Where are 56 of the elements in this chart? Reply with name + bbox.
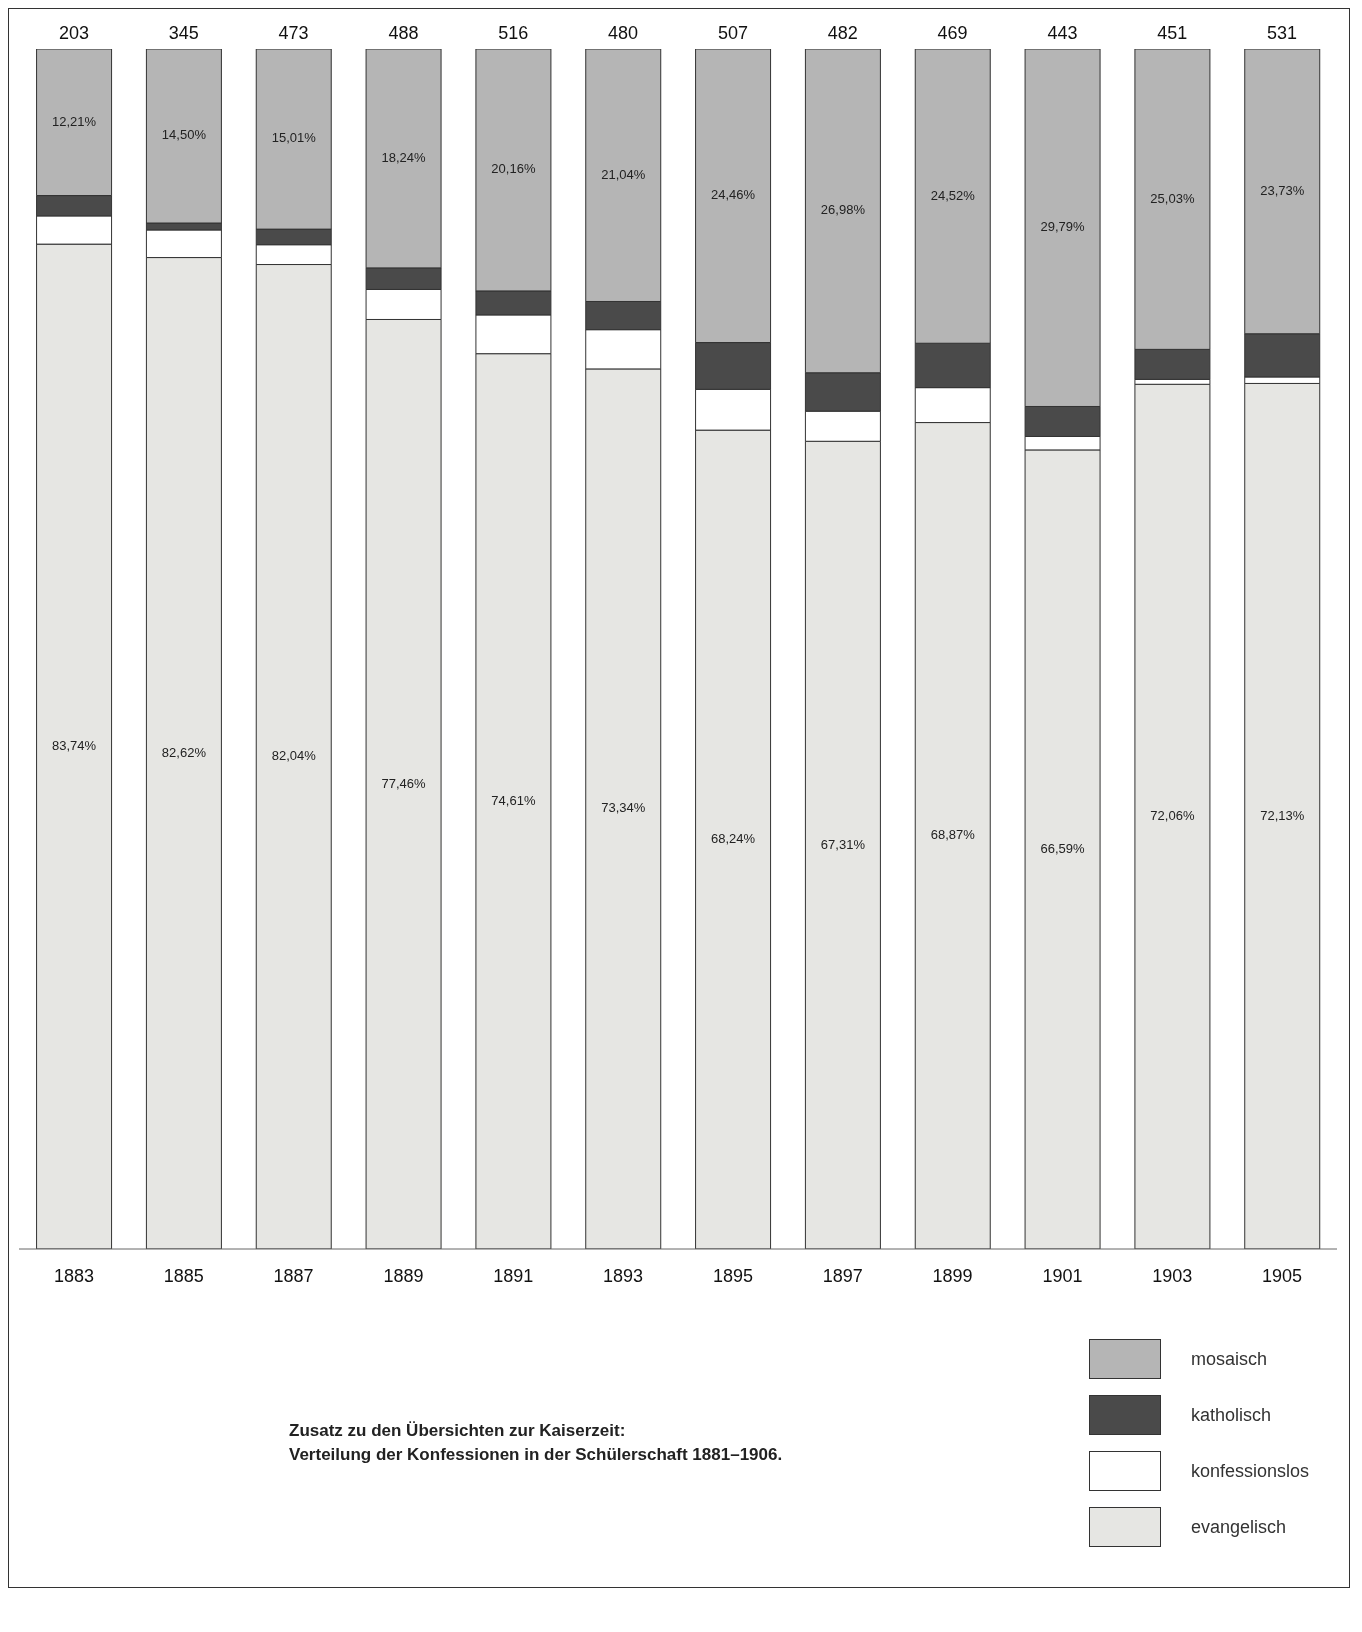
legend-label: mosaisch: [1190, 1348, 1267, 1370]
annotation: 473: [278, 23, 309, 43]
x-tick-label: 1903: [1152, 1265, 1193, 1286]
data-label: 14,50%: [161, 127, 207, 143]
data-label: 72,06%: [1150, 808, 1195, 824]
x-tick-label: 1885: [163, 1265, 204, 1286]
data-label: 82,04%: [271, 748, 317, 764]
bar: [1134, 383, 1211, 1249]
data-label: 21,04%: [601, 166, 646, 182]
data-label: 82,62%: [161, 744, 207, 760]
x-tick-label: 1901: [1042, 1265, 1083, 1286]
data-label: 72,13%: [1260, 807, 1305, 823]
data-label: 73,34%: [601, 800, 646, 816]
legend-label: konfessionslos: [1190, 1460, 1309, 1482]
data-label: 67,31%: [820, 836, 866, 852]
annotation: 451: [1157, 23, 1188, 43]
legend-label: evangelisch: [1190, 1516, 1286, 1538]
annotation: 507: [717, 23, 748, 43]
data-label: 83,74%: [52, 738, 97, 753]
x-tick-label: 1899: [932, 1265, 973, 1286]
x-tick-label: 1897: [822, 1265, 863, 1286]
data-label: 25,03%: [1150, 190, 1195, 206]
legend-label: katholisch: [1190, 1404, 1271, 1426]
data-label: 23,73%: [1260, 182, 1305, 198]
data-label: 24,52%: [930, 187, 976, 203]
data-label: 74,61%: [491, 792, 536, 808]
annotation: 345: [168, 23, 199, 43]
data-label: 18,24%: [381, 149, 427, 165]
data-label: 77,46%: [381, 775, 427, 791]
text: Verteilung der Konfessionen in der Schülerschaft 1881–1906.: [289, 1444, 783, 1466]
data-label: 24,46%: [711, 187, 756, 203]
data-label: 68,24%: [711, 831, 756, 846]
x-tick-label: 1883: [53, 1265, 94, 1286]
annotation: 480: [608, 23, 639, 43]
annotation: 516: [498, 23, 529, 43]
x-tick-label: 1889: [383, 1265, 424, 1286]
data-label: 26,98%: [820, 202, 866, 218]
data-label: 15,01%: [271, 130, 317, 146]
bar: [1244, 382, 1321, 1249]
x-tick-label: 1895: [712, 1265, 753, 1286]
data-label: 29,79%: [1040, 219, 1086, 235]
data-label: 68,87%: [930, 827, 976, 843]
annotation: 203: [58, 23, 89, 43]
annotation: 531: [1267, 23, 1298, 43]
annotation: 488: [388, 23, 419, 43]
annotation: 469: [937, 23, 968, 43]
annotation: 482: [827, 23, 858, 43]
text: Zusatz zu den Übersichten zur Kaiserzeit:: [289, 1420, 627, 1442]
x-tick-label: 1891: [493, 1265, 534, 1286]
annotation: 443: [1047, 23, 1078, 43]
x-tick-label: 1887: [273, 1265, 314, 1286]
x-tick-label: 1905: [1262, 1265, 1303, 1286]
data-label: 20,16%: [491, 161, 536, 177]
data-label: 12,21%: [52, 113, 97, 129]
data-label: 66,59%: [1040, 840, 1086, 856]
x-tick-label: 1893: [603, 1265, 644, 1286]
